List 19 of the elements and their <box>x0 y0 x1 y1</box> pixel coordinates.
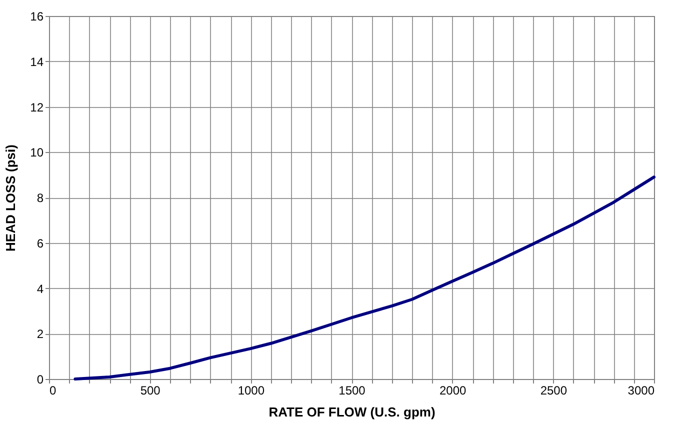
y-tick-label: 6 <box>36 236 44 250</box>
y-tick-label: 16 <box>30 10 44 24</box>
x-tick-label: 2500 <box>540 384 568 398</box>
x-tick-label: 1500 <box>338 384 366 398</box>
x-axis-title: RATE OF FLOW (U.S. gpm) <box>268 404 436 420</box>
x-tick-label: 0 <box>50 384 56 398</box>
line-series <box>74 176 656 380</box>
y-tick-label: 12 <box>30 100 44 114</box>
x-tick-label: 3000 <box>628 384 655 398</box>
y-tick-label: 0 <box>36 372 44 386</box>
x-tick-label: 500 <box>140 384 161 398</box>
y-tick-label: 4 <box>36 282 44 296</box>
y-tick-label: 10 <box>30 146 44 160</box>
y-tick-label: 14 <box>30 54 44 69</box>
y-tick-label: 2 <box>36 327 44 342</box>
x-tick-label: 1000 <box>238 384 265 398</box>
y-tick-label: 8 <box>36 191 44 205</box>
y-axis-title: HEAD LOSS (psi) <box>3 144 18 252</box>
x-tick-label: 2000 <box>439 384 467 398</box>
